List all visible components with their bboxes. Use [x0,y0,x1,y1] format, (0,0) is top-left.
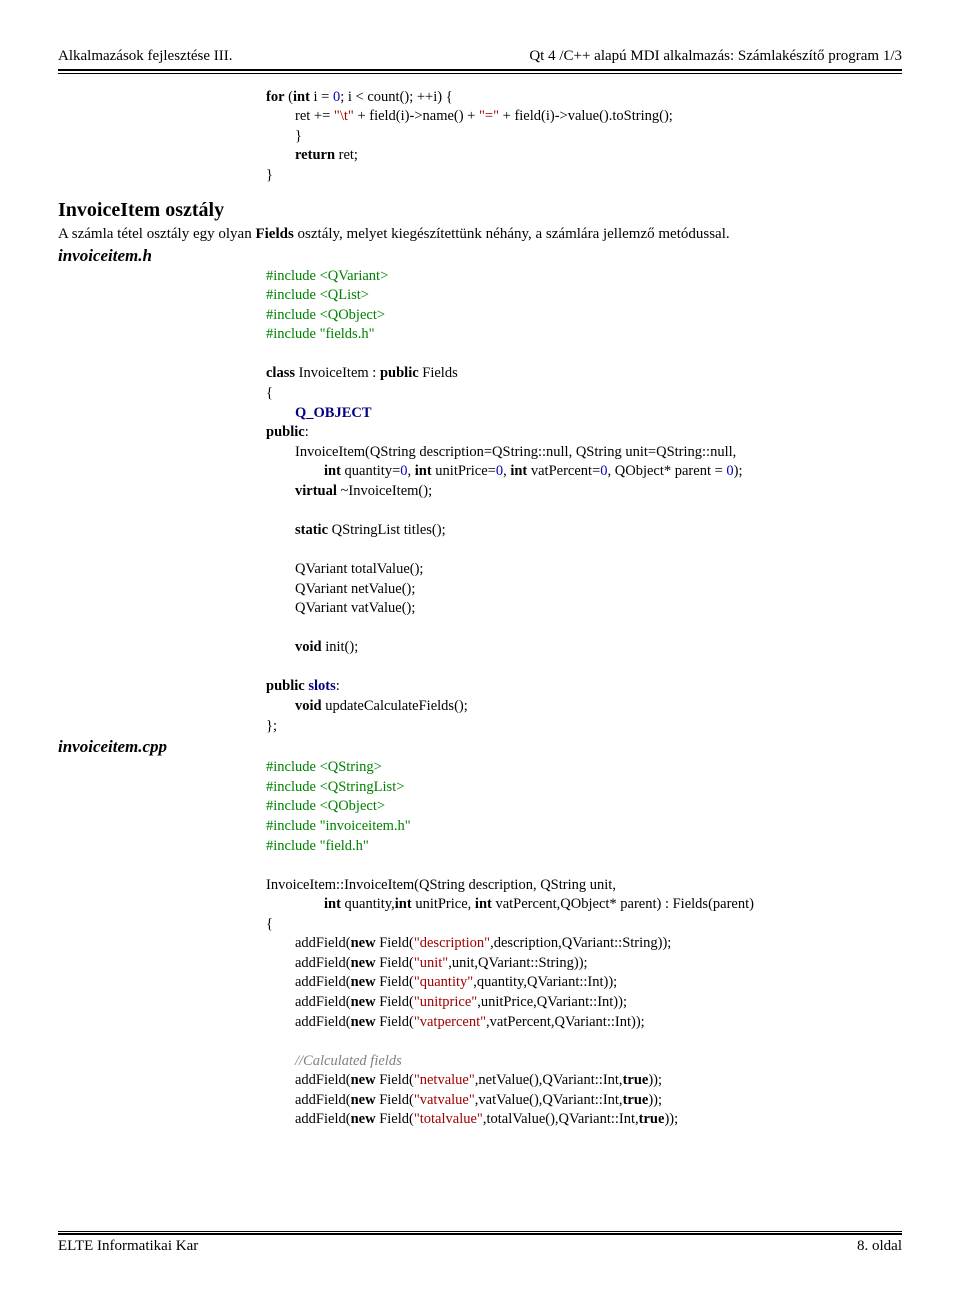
kw-int: int [293,89,310,105]
page-header: Alkalmazások fejlesztése III. Qt 4 /C++ … [58,48,902,67]
header-rule-thick [58,69,902,71]
file-label-cpp: invoiceitem.cpp [58,736,902,758]
code-block-cpp: #include <QString> #include <QStringList… [266,758,902,1130]
header-left: Alkalmazások fejlesztése III. [58,48,233,65]
code-block-header: #include <QVariant> #include <QList> #in… [266,267,902,737]
code-block-top: for (int i = 0; i < count(); ++i) { ret … [266,88,902,186]
page-footer: ELTE Informatikai Kar 8. oldal [58,1231,902,1256]
header-right: Qt 4 /C++ alapú MDI alkalmazás: Számlaké… [529,48,902,65]
header-rule-thin [58,73,902,74]
footer-right: 8. oldal [857,1238,902,1255]
footer-rule-thick [58,1233,902,1235]
section-body: A számla tétel osztály egy olyan Fields … [58,224,902,244]
kw-for: for [266,89,285,105]
footer-rule-thin [58,1231,902,1232]
footer-left: ELTE Informatikai Kar [58,1238,198,1255]
file-label-h: invoiceitem.h [58,245,902,267]
section-heading: InvoiceItem osztály [58,199,902,222]
page: Alkalmazások fejlesztése III. Qt 4 /C++ … [0,0,960,1295]
kw-return: return [295,147,335,163]
